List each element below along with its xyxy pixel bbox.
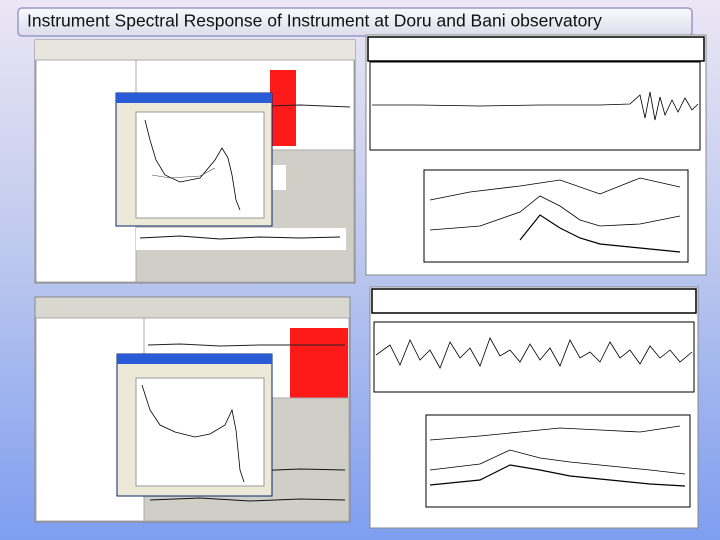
title-box — [17, 7, 693, 37]
screenshot-top-left — [34, 39, 356, 284]
screenshot-bottom-left — [34, 296, 351, 523]
screenshot-bottom-right — [369, 286, 699, 529]
screenshot-top-right — [365, 34, 707, 276]
slide-title: Instrument Spectral Response of Instrume… — [27, 11, 602, 31]
